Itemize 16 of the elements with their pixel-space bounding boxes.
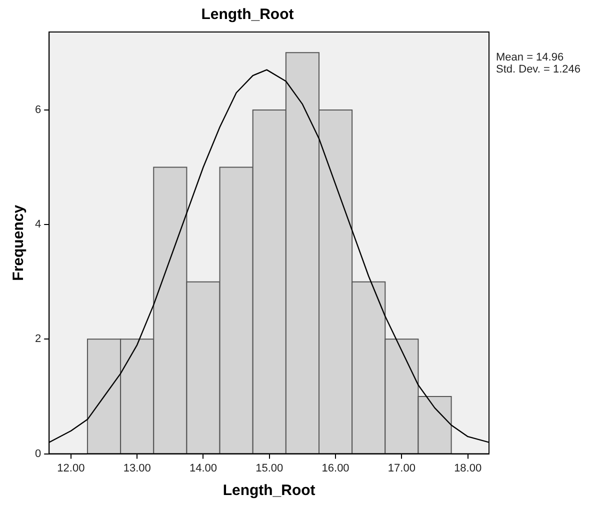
text: Std. Dev. = 1.246 [496, 64, 580, 76]
y-tick-label: 4 [34, 218, 42, 231]
x-axis-title: Length_Root [222, 482, 316, 500]
x-tick-label: 18.00 [454, 462, 482, 474]
y-axis-title: Frequency [10, 204, 28, 281]
x-tick-label: 15.00 [256, 462, 284, 474]
y-tick-label: 2 [34, 333, 42, 346]
x-tick-label: 14.00 [189, 462, 218, 474]
x-tick-label: 17.00 [388, 462, 416, 474]
chart-title: Length_Root [201, 6, 294, 24]
y-tick-label: 6 [34, 104, 42, 116]
x-tick-label: 13.00 [123, 462, 151, 474]
text: Mean = 14.96 [496, 52, 564, 64]
x-tick-label: 16.00 [322, 462, 350, 474]
y-tick-label: 0 [34, 448, 42, 460]
x-tick-label: 12.00 [57, 462, 85, 474]
